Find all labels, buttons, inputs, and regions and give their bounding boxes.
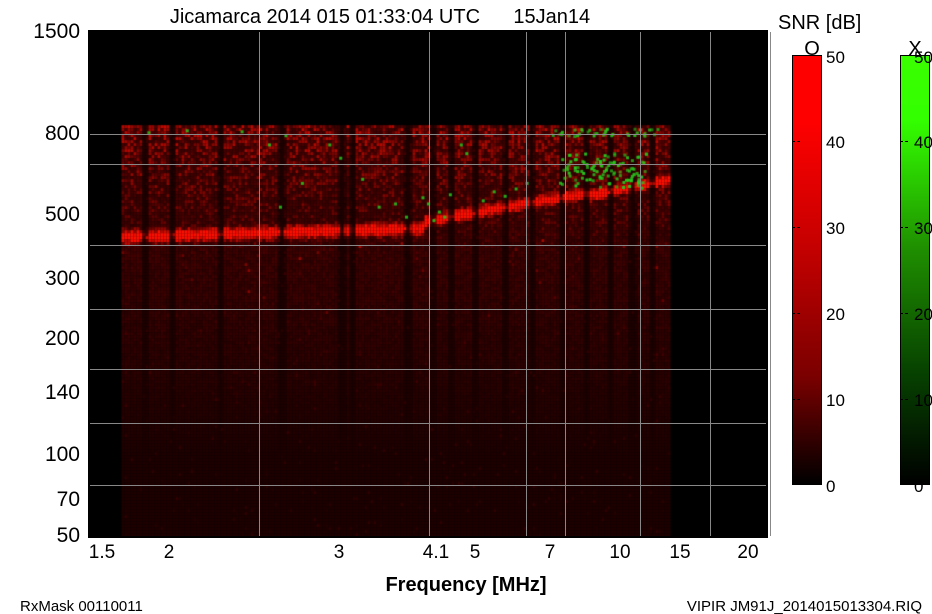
title-station-text: Jicamarca 2014 015 01:33:04 UTC <box>170 6 480 28</box>
colorbar-X-tick <box>900 399 908 400</box>
gridline-vertical <box>429 32 430 536</box>
gridline-horizontal <box>90 245 766 246</box>
ytick-label: 300 <box>10 267 80 291</box>
colorbar-O-ticklabel: 20 <box>826 305 845 325</box>
ytick-label: 140 <box>10 381 80 405</box>
ytick-label: 200 <box>10 327 80 351</box>
ionogram-data-canvas[interactable] <box>90 32 766 536</box>
gridline-horizontal <box>90 164 766 165</box>
colorbar-O-gradient[interactable] <box>792 55 822 485</box>
gridline-vertical <box>640 32 641 536</box>
colorbar-title: SNR [dB] <box>778 12 861 35</box>
colorbar-O-ticklabel: 30 <box>826 219 845 239</box>
title-date-text: 15Jan14 <box>513 6 590 28</box>
colorbar-O-ticklabel: 50 <box>826 48 845 68</box>
colorbar-O-ticklabel: 40 <box>826 133 845 153</box>
ytick-label: 800 <box>10 122 80 146</box>
xtick-label: 7 <box>545 542 556 564</box>
colorbar-O-ticklabel: 0 <box>826 477 835 497</box>
xtick-label: 4.1 <box>423 542 449 564</box>
ytick-label: 50 <box>10 524 80 548</box>
ionogram-window: Jicamarca 2014 015 01:33:04 UTC 15Jan14 … <box>0 0 932 614</box>
colorbar-X-ticklabel: 0 <box>914 477 923 497</box>
xtick-label: 5 <box>470 542 481 564</box>
colorbar-X-tick <box>900 141 908 142</box>
ytick-label: 70 <box>10 488 80 512</box>
xtick-label: 10 <box>609 542 630 564</box>
colorbar-O-ticklabel: 10 <box>826 391 845 411</box>
gridline-horizontal <box>90 369 766 370</box>
colorbar-X-ticklabel: 20 <box>914 305 932 325</box>
xtick-label: 1.5 <box>89 542 115 564</box>
x-axis-label: Frequency [MHz] <box>385 574 546 597</box>
ytick-label: 1500 <box>10 20 80 44</box>
xtick-label: 3 <box>334 542 345 564</box>
gridline-horizontal <box>90 423 766 424</box>
footer-rxmask-text: RxMask 00110011 <box>20 598 143 614</box>
colorbar-X-ticklabel: 10 <box>914 391 932 411</box>
gridline-vertical <box>259 32 260 536</box>
colorbar-O-tick <box>792 55 800 56</box>
ytick-label: 500 <box>10 203 80 227</box>
colorbar-X-ticklabel: 50 <box>914 48 932 68</box>
gridline-horizontal <box>90 485 766 486</box>
colorbar-X-ticklabel: 30 <box>914 219 932 239</box>
colorbar-X-gradient[interactable] <box>900 55 930 485</box>
colorbar-O-tick <box>792 399 800 400</box>
colorbar-O-tick <box>792 227 800 228</box>
gridline-vertical <box>770 32 771 536</box>
colorbar-X-ticklabel: 40 <box>914 133 932 153</box>
plot-title: Jicamarca 2014 015 01:33:04 UTC 15Jan14 <box>0 6 760 29</box>
colorbar-X-tick <box>900 227 908 228</box>
xtick-label: 2 <box>164 542 175 564</box>
colorbar-O-tick <box>792 141 800 142</box>
colorbar-X-tick <box>900 313 908 314</box>
gridline-horizontal <box>90 134 766 135</box>
colorbar-O-tick <box>792 313 800 314</box>
xtick-label: 15 <box>669 542 690 564</box>
gridline-vertical <box>526 32 527 536</box>
xtick-label: 20 <box>737 542 758 564</box>
ytick-label: 100 <box>10 443 80 467</box>
gridline-horizontal <box>90 309 766 310</box>
gridline-vertical <box>565 32 566 536</box>
gridline-vertical <box>710 32 711 536</box>
ionogram-plot-area[interactable] <box>88 30 768 538</box>
colorbar-X-tick <box>900 55 908 56</box>
footer-filename-text: VIPIR JM91J_2014015013304.RIQ <box>687 598 922 614</box>
